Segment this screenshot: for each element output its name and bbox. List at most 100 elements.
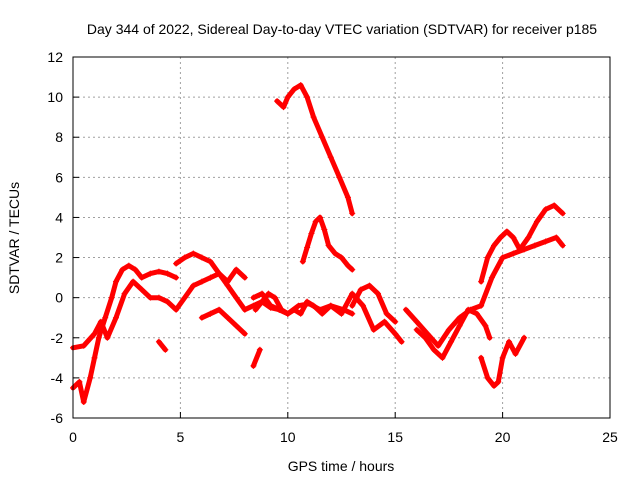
data-point-marker [349,266,356,273]
data-point-marker [259,298,266,305]
data-point-marker [181,294,188,301]
data-point-marker [349,302,356,309]
data-point-marker [291,306,298,313]
data-point-marker [164,270,171,277]
data-point-marker [207,274,214,281]
data-point-marker [473,310,480,317]
data-point-marker [312,218,319,225]
data-point-marker [332,250,339,257]
data-point-marker [357,286,364,293]
data-point-marker [398,338,405,345]
data-point-marker [484,254,491,261]
data-point-marker [359,302,366,309]
y-tick-label: -4 [51,370,64,386]
data-point-marker [484,374,491,381]
data-point-marker [259,290,266,297]
data-point-marker [155,268,162,275]
data-point-marker [491,382,498,389]
data-point-marker [241,306,248,313]
data-point-marker [87,374,94,381]
data-point-marker [499,354,506,361]
data-point-marker [349,210,356,217]
data-point-marker [317,214,324,221]
data-point-marker [76,378,83,385]
data-point-marker [531,242,538,249]
series-sat-h [253,291,355,317]
data-point-marker [503,228,510,235]
data-point-marker [327,302,334,309]
data-point-marker [233,266,240,273]
data-point-marker [439,354,446,361]
data-point-marker [138,274,145,281]
series-sat-o [156,339,168,353]
x-tick-label: 5 [177,429,185,445]
data-point-marker [112,314,119,321]
data-point-marker [491,242,498,249]
data-point-marker [559,242,566,249]
data-point-marker [366,282,373,289]
series-sat-n [250,347,263,369]
data-point-marker [267,302,274,309]
data-point-marker [91,354,98,361]
data-point-marker [80,342,87,349]
data-point-marker [482,322,489,329]
data-point-marker [233,322,240,329]
data-point-marker [138,286,145,293]
data-point-marker [80,398,87,405]
data-point-marker [297,310,304,317]
chart-title: Day 344 of 2022, Sidereal Day-to-day VTE… [87,21,597,37]
data-point-marker [336,174,343,181]
data-point-marker [478,302,485,309]
data-point-marker [559,210,566,217]
data-point-marker [542,238,549,245]
series-sat-j [414,307,493,361]
data-point-marker [448,338,455,345]
data-point-marker [344,194,351,201]
data-point-marker [510,234,517,241]
data-point-marker [456,322,463,329]
series-sat-i [403,235,566,349]
data-point-marker [304,244,311,251]
data-point-marker [190,250,197,257]
data-point-marker [241,330,248,337]
series-sat-k [478,335,527,389]
data-point-marker [284,94,291,101]
data-point-marker [319,134,326,141]
data-point-marker [291,86,298,93]
data-point-marker [108,294,115,301]
data-point-marker [147,294,154,301]
data-point-marker [516,246,523,253]
data-point-marker [198,254,205,261]
data-point-marker [162,346,169,353]
data-point-marker [284,310,291,317]
data-point-marker [533,218,540,225]
data-point-marker [207,310,214,317]
y-tick-label: 8 [55,129,63,145]
data-point-marker [278,306,285,313]
data-point-marker [370,326,377,333]
y-tick-label: 10 [47,89,63,105]
data-point-marker [104,334,111,341]
data-point-marker [207,258,214,265]
x-tick-label: 20 [495,429,511,445]
data-point-marker [252,306,259,313]
x-tick-label: 15 [387,429,403,445]
data-point-marker [280,104,287,111]
data-point-marker [392,318,399,325]
x-tick-label: 0 [69,429,77,445]
data-point-marker [383,310,390,317]
data-point-marker [250,362,257,369]
data-point-marker [274,98,281,105]
data-point-marker [445,326,452,333]
data-point-marker [173,274,180,281]
data-point-marker [478,354,485,361]
data-point-marker [338,310,345,317]
data-point-marker [308,230,315,237]
data-point-marker [495,378,502,385]
data-point-marker [119,266,126,273]
data-point-marker [486,334,493,341]
data-point-marker [198,314,205,321]
data-point-marker [413,326,420,333]
data-point-marker [430,346,437,353]
